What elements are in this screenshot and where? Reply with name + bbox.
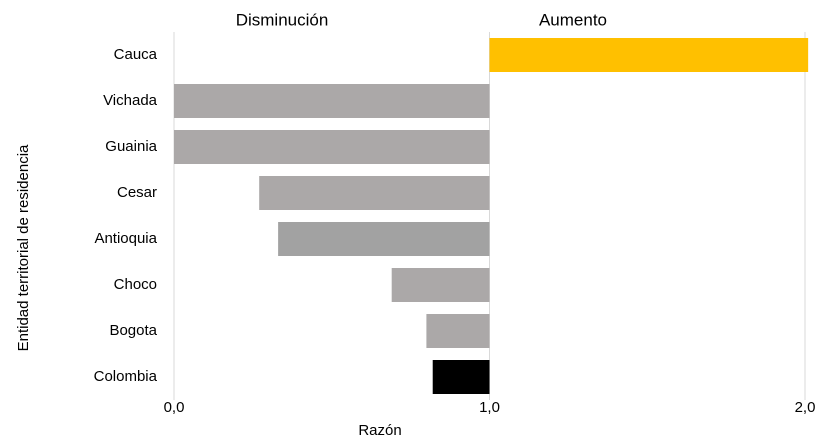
x-tick-label: 2,0 (795, 399, 816, 416)
bar (174, 130, 490, 164)
bar (391, 268, 490, 302)
y-tick-label: Cesar (117, 184, 157, 201)
annotation: Disminución (236, 10, 329, 29)
y-tick-label: Vichada (103, 92, 158, 109)
x-tick-label: 1,0 (479, 399, 500, 416)
x-axis-label: Razón (358, 422, 401, 437)
y-axis-label: Entidad territorial de residencia (15, 144, 32, 351)
bar (259, 176, 490, 210)
bar (432, 360, 490, 394)
annotation: Aumento (539, 10, 607, 29)
y-tick-label: Colombia (94, 368, 158, 385)
bar (489, 38, 809, 72)
y-tick-label: Antioquia (94, 230, 157, 247)
bar (426, 314, 490, 348)
y-tick-label: Bogota (109, 322, 157, 339)
y-tick-label: Choco (114, 276, 157, 293)
bar (278, 222, 490, 256)
y-tick-label: Guainia (105, 138, 157, 155)
y-tick-label: Cauca (114, 46, 158, 63)
bar (174, 84, 490, 118)
x-tick-label: 0,0 (164, 399, 185, 416)
